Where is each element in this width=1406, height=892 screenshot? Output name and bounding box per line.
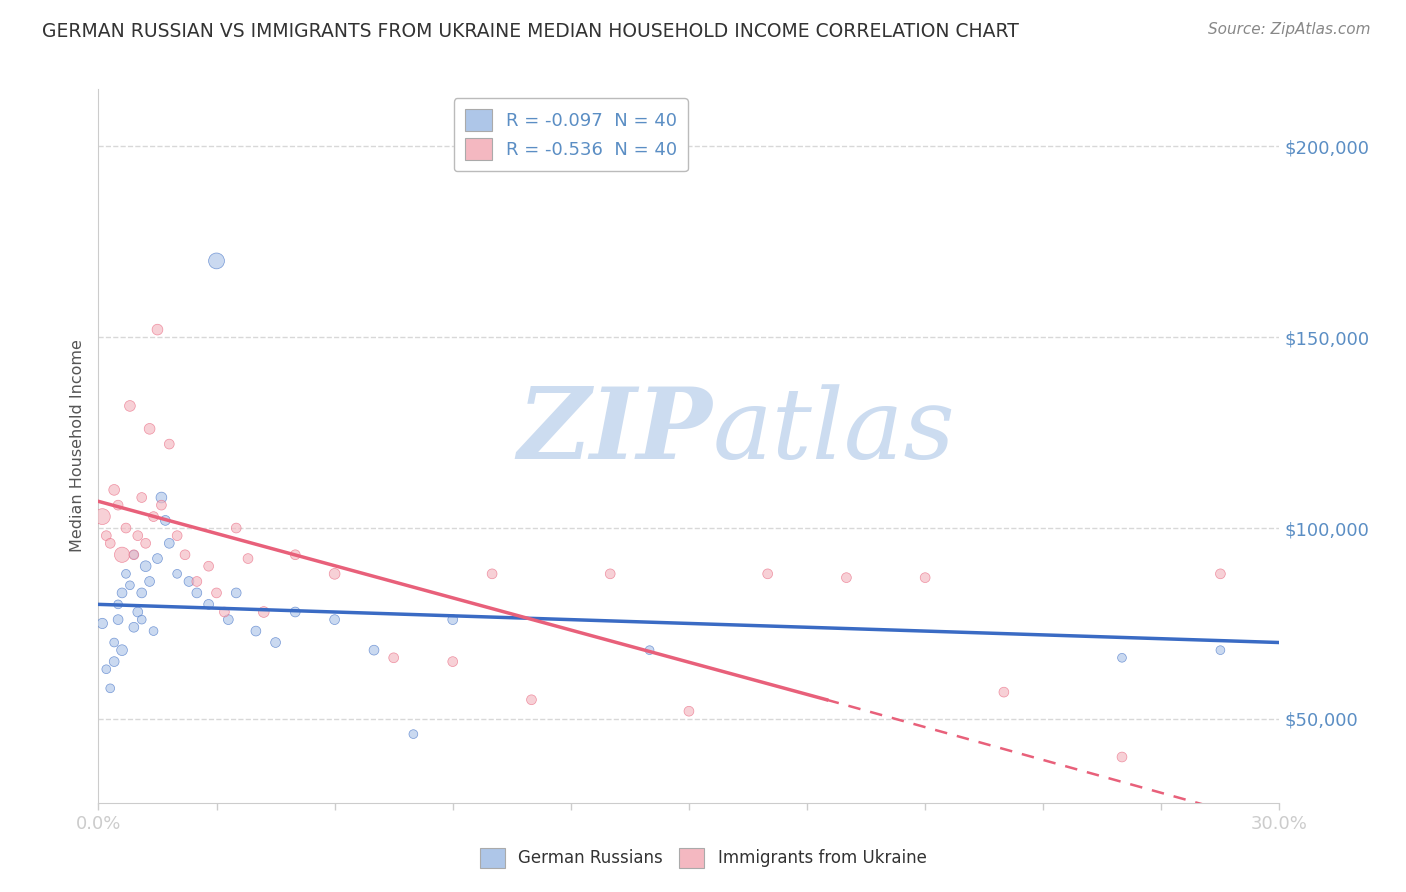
Point (103, 635, 125, 649)
Point (115, 566, 138, 581)
Point (481, 566, 503, 581)
Point (131, 613, 153, 627)
Point (131, 491, 153, 505)
Point (638, 643, 661, 657)
Point (186, 586, 208, 600)
Point (382, 650, 405, 665)
Point (138, 422, 160, 436)
Point (155, 513, 177, 527)
Point (150, 491, 173, 505)
Point (914, 571, 936, 585)
Point (96, 662, 118, 676)
Point (127, 605, 149, 619)
Point (264, 635, 287, 649)
Point (107, 598, 129, 612)
Point (1209, 643, 1232, 657)
Point (520, 692, 543, 706)
Point (186, 574, 208, 589)
Text: GERMAN RUSSIAN VS IMMIGRANTS FROM UKRAINE MEDIAN HOUSEHOLD INCOME CORRELATION CH: GERMAN RUSSIAN VS IMMIGRANTS FROM UKRAIN… (42, 22, 1019, 41)
Point (91, 509, 114, 524)
Point (111, 586, 134, 600)
Point (1111, 750, 1133, 764)
Point (131, 586, 153, 600)
Point (91, 616, 114, 631)
Point (166, 529, 188, 543)
Point (107, 498, 129, 512)
Point (197, 598, 219, 612)
Point (214, 605, 236, 619)
Point (1111, 650, 1133, 665)
Y-axis label: Median Household Income: Median Household Income (69, 340, 84, 552)
Point (599, 566, 621, 581)
Point (225, 586, 247, 600)
Point (135, 559, 157, 574)
Point (756, 566, 779, 581)
Text: atlas: atlas (713, 384, 955, 479)
Point (993, 685, 1015, 699)
Point (146, 551, 169, 566)
Point (441, 613, 464, 627)
Legend: R = -0.097  N = 40, R = -0.536  N = 40: R = -0.097 N = 40, R = -0.536 N = 40 (454, 98, 688, 171)
Point (103, 655, 125, 669)
Point (98, 681, 121, 696)
Point (205, 586, 228, 600)
Point (146, 323, 169, 337)
Point (122, 620, 145, 634)
Point (835, 571, 858, 585)
Point (678, 704, 700, 718)
Point (127, 529, 149, 543)
Point (441, 655, 464, 669)
Point (107, 613, 129, 627)
Point (363, 643, 385, 657)
Point (1209, 566, 1232, 581)
Point (166, 566, 188, 581)
Point (142, 624, 165, 638)
Point (177, 574, 200, 589)
Point (111, 548, 134, 562)
Text: ZIP: ZIP (517, 384, 713, 480)
Point (135, 536, 157, 550)
Point (115, 521, 138, 535)
Point (323, 613, 346, 627)
Point (150, 498, 173, 512)
Text: Source: ZipAtlas.com: Source: ZipAtlas.com (1208, 22, 1371, 37)
Legend: German Russians, Immigrants from Ukraine: German Russians, Immigrants from Ukraine (472, 841, 934, 875)
Point (174, 548, 197, 562)
Point (284, 548, 307, 562)
Point (111, 643, 134, 657)
Point (323, 566, 346, 581)
Point (122, 548, 145, 562)
Point (157, 437, 180, 451)
Point (157, 536, 180, 550)
Point (225, 521, 247, 535)
Point (236, 551, 259, 566)
Point (245, 624, 267, 638)
Point (253, 605, 276, 619)
Point (197, 559, 219, 574)
Point (205, 254, 228, 268)
Point (103, 483, 125, 497)
Point (284, 605, 307, 619)
Point (118, 399, 141, 413)
Point (122, 548, 145, 562)
Point (402, 727, 425, 741)
Point (98, 536, 121, 550)
Point (217, 613, 239, 627)
Point (138, 574, 160, 589)
Point (118, 578, 141, 592)
Point (142, 509, 165, 524)
Point (96, 529, 118, 543)
